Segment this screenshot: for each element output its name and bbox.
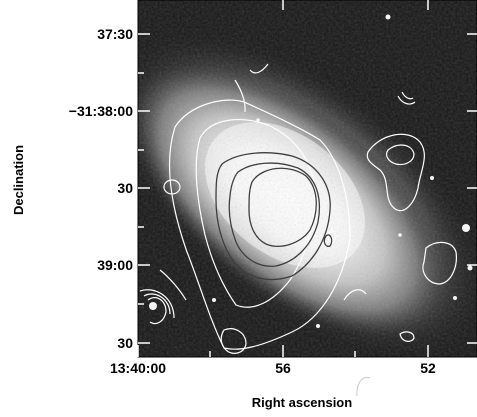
x-tick-label: 52	[420, 360, 436, 376]
y-tick-label: 37:30	[97, 26, 133, 42]
field-stars	[149, 14, 473, 328]
plot-frame	[137, 0, 477, 358]
y-axis-title: Declination	[11, 145, 26, 215]
white-contours	[139, 63, 457, 354]
x-axis-title: Right ascension	[252, 395, 352, 410]
y-tick-label: −31:38:00	[69, 103, 133, 119]
galaxy-image	[138, 0, 477, 357]
x-tick-label: 56	[275, 360, 291, 376]
x-tick-label: 13:40:00	[110, 360, 166, 376]
tick-marks	[137, 0, 477, 357]
y-tick-label: 30	[117, 335, 133, 351]
y-tick-label: 30	[117, 180, 133, 196]
dark-contours	[215, 152, 333, 281]
y-tick-label: 39:00	[97, 257, 133, 273]
outer-contour-fragment	[356, 376, 371, 397]
